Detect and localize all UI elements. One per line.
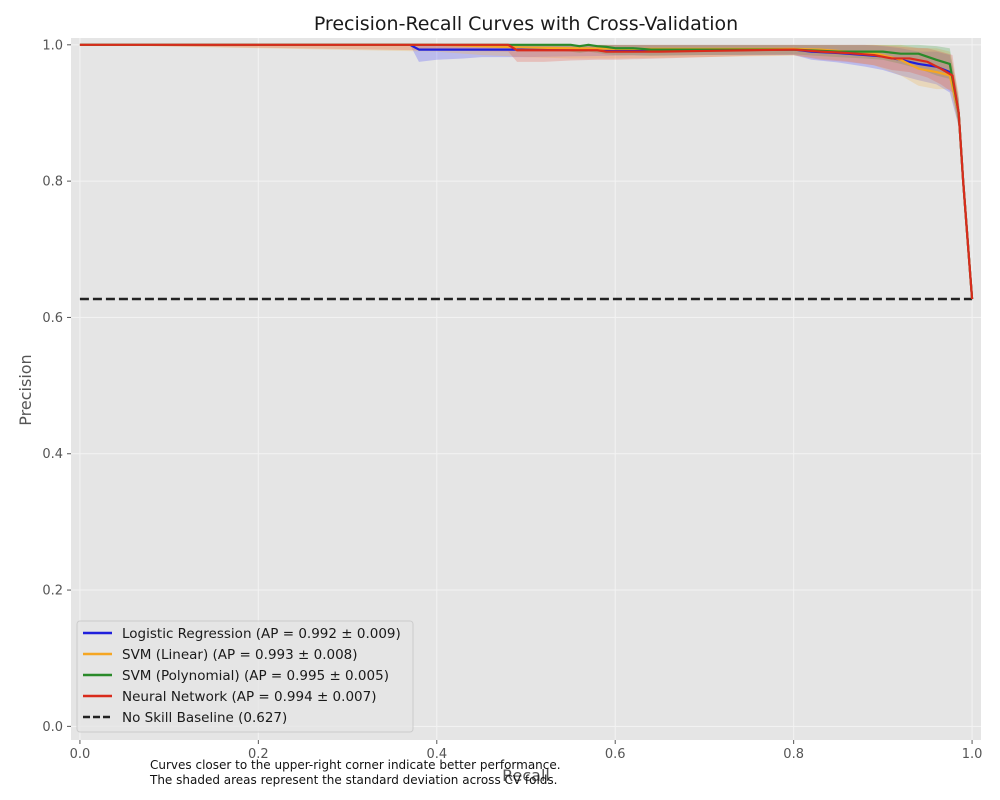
legend-label: SVM (Linear) (AP = 0.993 ± 0.008) [122,647,358,663]
y-axis-label: Precision [16,354,35,425]
series-3-line [79,43,974,300]
y-tick-label: 1.0 [42,38,63,53]
legend-label: Neural Network (AP = 0.994 ± 0.007) [122,689,376,705]
series-2-line [79,43,974,300]
x-tick-label: 0.2 [248,747,269,762]
y-tick-label: 0.0 [42,720,63,735]
y-tick-label: 0.6 [42,311,63,326]
legend: Logistic Regression (AP = 0.992 ± 0.009)… [76,620,414,733]
legend-label: No Skill Baseline (0.627) [122,710,287,726]
y-tick-label: 0.4 [42,447,63,462]
y-tick-label: 0.8 [42,175,63,190]
legend-box [76,620,414,733]
caption-line-2: The shaded areas represent the standard … [149,773,558,787]
x-axis-label: Recall [502,766,550,785]
x-tick-label: 0.4 [426,747,447,762]
x-tick-label: 0.0 [70,747,91,762]
chart-title: Precision-Recall Curves with Cross-Valid… [314,13,738,35]
x-tick-label: 1.0 [962,747,983,762]
legend-label: SVM (Polynomial) (AP = 0.995 ± 0.005) [122,668,389,684]
y-tick-label: 0.2 [42,584,63,599]
caption-line-1: Curves closer to the upper-right corner … [150,758,561,772]
legend-label: Logistic Regression (AP = 0.992 ± 0.009) [122,626,401,642]
x-tick-label: 0.6 [605,747,626,762]
x-tick-label: 0.8 [783,747,804,762]
